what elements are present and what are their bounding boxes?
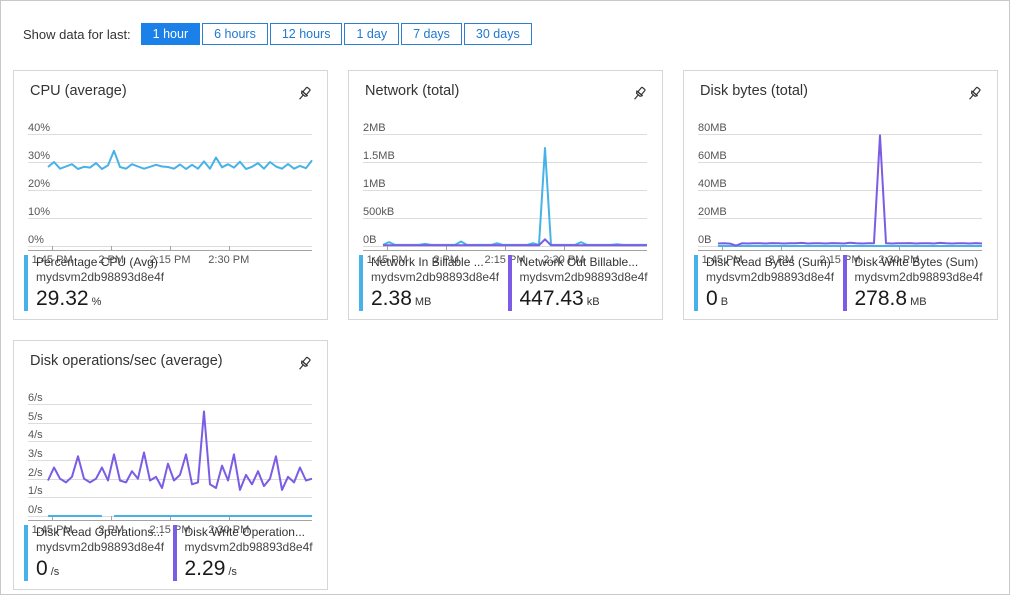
time-button-6-hours[interactable]: 6 hours xyxy=(202,23,268,45)
chart-canvas[interactable]: 6/s 5/s 4/s 3/s 2/s 1/s 0/s 1:45 PM 2 PM 2:15 PM 2… xyxy=(28,392,312,536)
metric-value: 0/s xyxy=(36,557,60,580)
card-header: Disk bytes (total) xyxy=(684,71,997,108)
disk-operations-plot[interactable]: 6/s 5/s 4/s 3/s 2/s 1/s 0/s 1:45 PM 2 PM 2:15 PM 2… xyxy=(28,392,312,536)
legend-color-bar xyxy=(359,254,363,311)
card-header: CPU (average) xyxy=(14,71,327,108)
chart-legend: Percentage CPU (Avg) mydsvm2db98893d8e4f… xyxy=(24,254,321,311)
time-button-1-day[interactable]: 1 day xyxy=(344,23,400,45)
metric-value: 447.43 kB xyxy=(519,287,600,310)
resource-name: mydsvm2db98893d8e4f xyxy=(519,270,648,285)
resource-name: mydsvm2db98893d8e4f xyxy=(706,270,835,285)
pin-button[interactable] xyxy=(628,83,650,108)
network-chart-card[interactable]: Network (total) 2MB 1.5MB 1MB 500kB 0B 1:45 P… xyxy=(348,70,663,320)
pin-button[interactable] xyxy=(963,83,985,108)
card-header: Disk operations/sec (average) xyxy=(14,341,327,378)
time-button-12-hours[interactable]: 12 hours xyxy=(269,23,343,45)
pin-button[interactable] xyxy=(293,83,315,108)
pin-button[interactable] xyxy=(293,353,315,378)
disk-operations-chart-card[interactable]: Disk operations/sec (average) 6/s 5/s 4/s 3… xyxy=(13,340,328,590)
disk-bytes-plot[interactable]: 80MB 60MB 40MB 20MB 0B 1:45 PM 2 PM 2:15 PM 2:30… xyxy=(698,122,982,266)
metric-value: 278.8 MB xyxy=(854,287,927,310)
metric-value: 2.38 MB xyxy=(371,287,432,310)
cpu-plot[interactable]: 40% 30% 20% 10% 0% 1:45 PM 2 PM 2:15 PM 2:30 PM xyxy=(28,122,312,266)
metric-name: Disk Read Bytes (Sum) xyxy=(706,254,831,269)
chart-legend: Network In Billable ... mydsvm2db98893d8… xyxy=(359,254,657,311)
disk-bytes-chart-card[interactable]: Disk bytes (total) 80MB 60MB 40MB 20MB 0B 1:4… xyxy=(683,70,998,320)
legend-item[interactable]: Disk Write Operation... mydsvm2db98893d8… xyxy=(172,524,322,581)
time-button-1-hour[interactable]: 1 hour xyxy=(140,23,201,45)
metric-value: 2.29/s xyxy=(184,557,237,580)
pushpin-icon xyxy=(295,356,313,376)
pushpin-icon xyxy=(630,86,648,106)
legend-color-bar xyxy=(694,254,698,311)
legend-color-bar xyxy=(842,254,847,311)
time-range-label: Show data for last: xyxy=(23,26,131,42)
chart-title: CPU (average) xyxy=(30,83,127,99)
resource-name: mydsvm2db98893d8e4f xyxy=(854,270,983,285)
metric-value: 29.32% xyxy=(36,287,102,310)
card-header: Network (total) xyxy=(349,71,662,108)
legend-color-bar xyxy=(24,254,28,311)
legend-color-bar xyxy=(24,524,28,581)
metric-name: Disk Write Operation... xyxy=(184,524,305,539)
resource-name: mydsvm2db98893d8e4f xyxy=(36,270,165,285)
pushpin-icon xyxy=(295,86,313,106)
time-range-toolbar: Show data for last: 1 hour 6 hours 12 ho… xyxy=(23,23,534,45)
time-button-7-days[interactable]: 7 days xyxy=(401,23,462,45)
chart-canvas[interactable]: 80MB 60MB 40MB 20MB 0B 1:45 PM 2 PM 2:15 PM 2:30… xyxy=(698,122,982,266)
chart-title: Disk operations/sec (average) xyxy=(30,353,223,369)
network-plot[interactable]: 2MB 1.5MB 1MB 500kB 0B 1:45 PM 2 PM 2:15 PM 2:30… xyxy=(363,122,647,266)
metric-name: Percentage CPU (Avg) xyxy=(36,254,158,269)
metric-name: Disk Read Operations... xyxy=(36,524,164,539)
chart-canvas[interactable]: 40% 30% 20% 10% 0% 1:45 PM 2 PM 2:15 PM 2:30 PM xyxy=(28,122,312,266)
legend-item[interactable]: Percentage CPU (Avg) mydsvm2db98893d8e4f… xyxy=(24,254,174,311)
resource-name: mydsvm2db98893d8e4f xyxy=(371,270,500,285)
legend-color-bar xyxy=(507,254,512,311)
chart-title: Network (total) xyxy=(365,83,460,99)
legend-item[interactable]: Network In Billable ... mydsvm2db98893d8… xyxy=(359,254,508,311)
metric-name: Network Out Billable... xyxy=(519,254,639,269)
metric-name: Network In Billable ... xyxy=(371,254,484,269)
cpu-chart-card[interactable]: CPU (average) 40% 30% 20% 10% 0% 1:45 PM 2 PM 2… xyxy=(13,70,328,320)
resource-name: mydsvm2db98893d8e4f xyxy=(184,540,313,555)
chart-canvas[interactable]: 2MB 1.5MB 1MB 500kB 0B 1:45 PM 2 PM 2:15 PM 2:30… xyxy=(363,122,647,266)
metric-name: Disk Write Bytes (Sum) xyxy=(854,254,979,269)
legend-item[interactable]: Disk Write Bytes (Sum) mydsvm2db98893d8e… xyxy=(842,254,992,311)
chart-title: Disk bytes (total) xyxy=(700,83,808,99)
pushpin-icon xyxy=(965,86,983,106)
legend-color-bar xyxy=(172,524,177,581)
legend-item[interactable]: Disk Read Operations... mydsvm2db98893d8… xyxy=(24,524,173,581)
time-button-30-days[interactable]: 30 days xyxy=(463,23,532,45)
legend-item[interactable]: Network Out Billable... mydsvm2db98893d8… xyxy=(507,254,657,311)
legend-item[interactable]: Disk Read Bytes (Sum) mydsvm2db98893d8e4… xyxy=(694,254,843,311)
resource-name: mydsvm2db98893d8e4f xyxy=(36,540,165,555)
chart-legend: Disk Read Bytes (Sum) mydsvm2db98893d8e4… xyxy=(694,254,992,311)
chart-legend: Disk Read Operations... mydsvm2db98893d8… xyxy=(24,524,322,581)
